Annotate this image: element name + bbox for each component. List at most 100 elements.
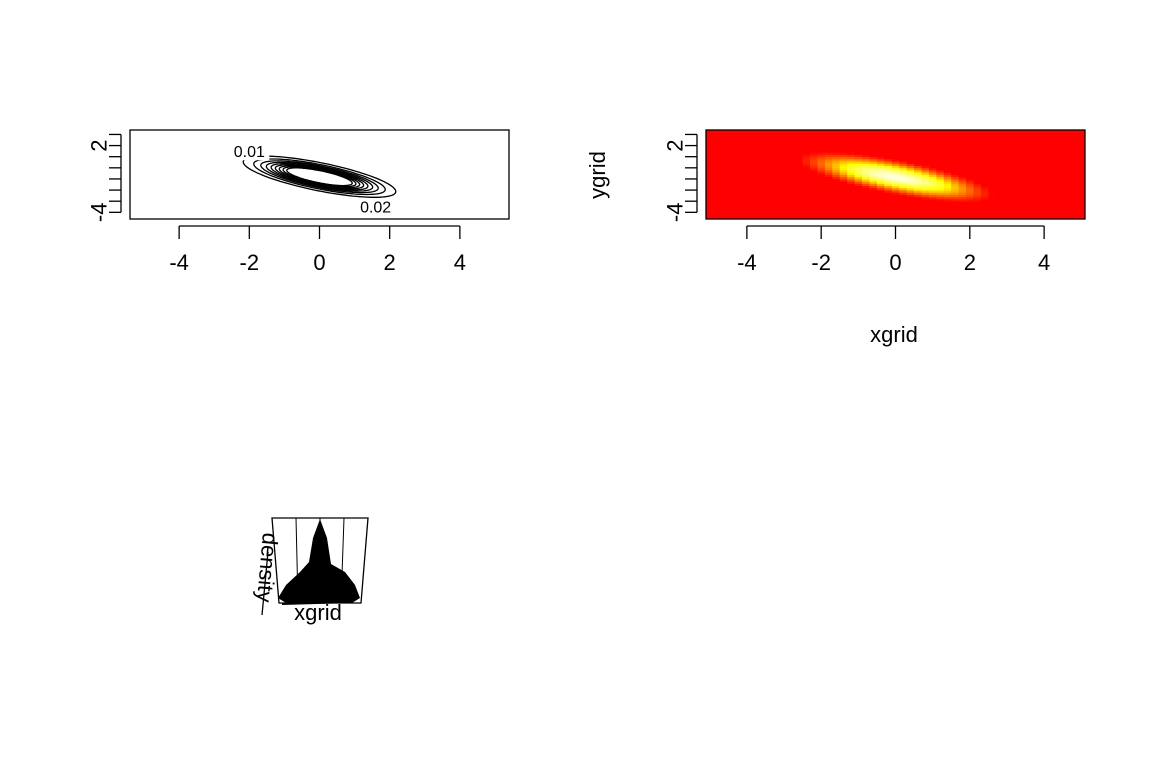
heatmap-cell [891,167,900,171]
heatmap-cell [899,190,908,193]
contour-x-tick-label: -2 [240,250,260,275]
heatmap-cell [921,170,930,173]
heatmap-cell [928,174,937,178]
heatmap-cell [906,172,915,175]
heatmap-cell [995,185,1004,189]
heatmap-cell [966,178,974,182]
heatmap-cell [921,176,930,180]
heatmap-cell [787,152,796,155]
heatmap-cell [899,185,908,189]
heatmap-y-tick-label: -4 [663,203,688,223]
heatmap-cell [928,170,937,173]
heatmap-cell [869,156,878,160]
heatmap-cell [906,161,915,164]
heatmap-cell [906,170,915,173]
heatmap-cell [854,187,863,191]
heatmap-cell [943,174,952,178]
heatmap-cell [899,194,908,198]
heatmap-cell [817,174,826,178]
heatmap-cell [973,196,982,200]
heatmap-cell [795,165,804,169]
heatmap-cell [936,194,945,198]
heatmap-cell [839,150,848,153]
heatmap-cell [839,183,848,187]
heatmap-cell [824,176,833,180]
heatmap-cell [787,165,796,169]
heatmap-cell [847,178,856,182]
heatmap-cell [921,194,930,198]
heatmap-cell [928,192,937,195]
heatmap-cell [995,187,1004,191]
heatmap-cell [884,172,893,175]
heatmap-cell [973,205,982,209]
heatmap-cell [810,158,818,162]
heatmap-cell [854,161,863,164]
heatmap-x-tick-label: 0 [889,250,901,275]
heatmap-cell [817,156,826,160]
heatmap-cell [936,196,945,200]
heatmap-cell [810,167,818,171]
heatmap-cell [862,165,870,169]
surface-z-axis-line [261,551,269,616]
heatmap-cell [936,190,945,193]
heatmap-cell [817,165,826,169]
heatmap-cell [914,170,922,173]
heatmap-cell [891,187,900,191]
heatmap-cell [921,187,930,191]
heatmap-cell [928,176,937,180]
heatmap-cell [810,170,818,173]
heatmap-cell [980,190,989,193]
heatmap-cell [899,161,908,164]
heatmap-cell [780,150,789,153]
heatmap-cell [876,183,885,187]
heatmap-cell [951,181,960,184]
contour-label-background [229,143,270,161]
heatmap-cell [854,172,863,175]
heatmap-cell [899,178,908,182]
heatmap-cell [780,156,789,160]
heatmap-cell [936,183,945,187]
heatmap-cell [914,165,922,169]
heatmap-cell [921,190,930,193]
heatmap-cell [936,172,945,175]
heatmap-cell [936,181,945,184]
heatmap-cell [832,161,841,164]
heatmap-y-tick-label: 2 [663,139,688,151]
heatmap-cell [906,194,915,198]
heatmap-cell [966,185,974,189]
heatmap-cell [906,183,915,187]
heatmap-cell [876,178,885,182]
heatmap-cell [854,154,863,158]
heatmap-cell [854,170,863,173]
heatmap-cell [928,194,937,198]
heatmap-cell [928,172,937,175]
heatmap-cell [899,167,908,171]
heatmap-cell [1003,194,1012,198]
heatmap-cell [832,152,841,155]
heatmap-cell [869,178,878,182]
contour-lines [242,155,397,198]
heatmap-cell [943,190,952,193]
heatmap-cell [884,185,893,189]
heatmap-cell [980,181,989,184]
heatmap-cell [802,163,811,166]
heatmap-cell [958,201,967,204]
heatmap-cell [862,167,870,171]
heatmap-cell [995,198,1004,202]
heatmap-cell [810,152,818,155]
heatmap-cell [862,176,870,180]
heatmap-cell [1003,192,1012,195]
heatmap-cell [780,158,789,162]
heatmap-cell [832,154,841,158]
contour-x-tick-label: 2 [384,250,396,275]
heatmap-cell [1003,190,1012,193]
heatmap-cell [951,198,960,202]
heatmap-cell [966,201,974,204]
heatmap-cell [966,196,974,200]
heatmap-cell [891,163,900,166]
heatmap-cell [810,161,818,164]
heatmap-cell [802,165,811,169]
heatmap-cell [869,185,878,189]
heatmap-cell [958,203,967,207]
